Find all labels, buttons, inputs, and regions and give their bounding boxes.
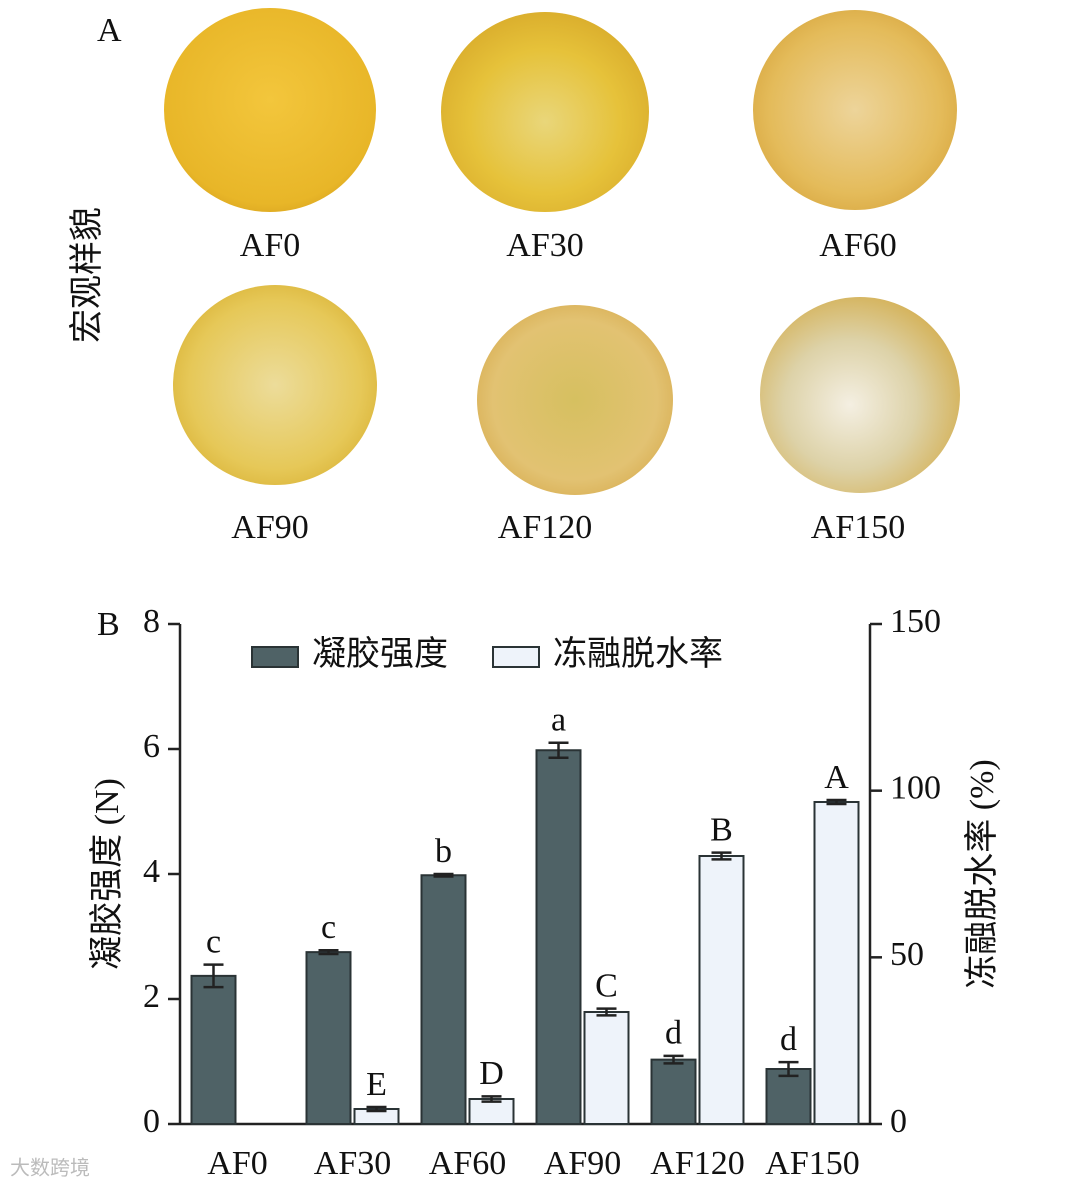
legend-label: 凝胶强度	[312, 635, 448, 673]
bar	[650, 1058, 697, 1125]
bar	[420, 874, 467, 1125]
watermark: 大数跨境	[10, 1157, 90, 1180]
y-axis-label: 凝胶强度 (N)	[88, 778, 126, 970]
bar	[583, 1011, 630, 1125]
significance-letter: a	[551, 702, 566, 739]
y-tick-label: 0	[143, 1103, 160, 1140]
significance-letter: A	[824, 759, 849, 796]
significance-letter: c	[321, 909, 336, 946]
y2-tick-label: 150	[890, 603, 941, 640]
sample-label: AF120	[498, 509, 592, 546]
error-bar	[548, 741, 569, 759]
x-tick-label: AF60	[429, 1145, 506, 1182]
y-tick-label: 4	[143, 853, 160, 890]
sample-label: AF60	[819, 227, 896, 264]
x-tick-label: AF90	[544, 1145, 621, 1182]
error-bar	[481, 1095, 502, 1103]
y2-tick-label: 0	[890, 1103, 907, 1140]
bar	[468, 1098, 515, 1125]
error-bar	[826, 798, 847, 806]
error-bar	[663, 1054, 684, 1065]
significance-letter: d	[780, 1021, 797, 1058]
error-bar	[596, 1007, 617, 1017]
sample-label: AF150	[811, 509, 905, 546]
sample-photo	[441, 12, 649, 212]
y2-axis-label: 冻融脱水率 (%)	[963, 759, 1001, 988]
sample-photo	[477, 305, 673, 495]
sample-photo	[753, 10, 957, 210]
panel-label: A	[97, 12, 122, 49]
panel-a: A 宏观样貌 AF0 AF30 AF60 AF90 AF120 AF150	[68, 8, 960, 546]
significance-letter: c	[206, 923, 221, 960]
significance-letter: d	[665, 1015, 682, 1052]
sample-photo	[760, 297, 960, 493]
legend-swatch	[492, 646, 540, 668]
y-tick-label: 6	[143, 728, 160, 765]
error-bar	[778, 1060, 799, 1078]
y2-tick-label: 50	[890, 936, 924, 973]
bar	[305, 951, 352, 1125]
x-tick-label: AF120	[650, 1145, 744, 1182]
sample-label: AF30	[506, 227, 583, 264]
x-tick-label: AF0	[207, 1145, 267, 1182]
x-tick-label: AF150	[765, 1145, 859, 1182]
sample-photo	[173, 285, 377, 485]
y-tick-label: 8	[143, 603, 160, 640]
error-bar	[366, 1105, 387, 1113]
legend-swatch	[251, 646, 299, 668]
significance-letter: D	[479, 1055, 504, 1092]
y2-tick-label: 100	[890, 769, 941, 806]
panel-title: 宏观样貌	[68, 207, 106, 343]
y-tick-label: 2	[143, 978, 160, 1015]
bar	[813, 801, 860, 1125]
significance-letter: b	[435, 833, 452, 870]
error-bar	[711, 851, 732, 861]
error-bar	[203, 963, 224, 989]
significance-letter: E	[366, 1066, 387, 1103]
bar	[698, 855, 745, 1125]
x-tick-label: AF30	[314, 1145, 391, 1182]
bar	[765, 1068, 812, 1125]
panel-label: B	[97, 606, 120, 643]
bar	[535, 749, 582, 1125]
significance-letter: C	[595, 967, 618, 1004]
significance-letter: B	[710, 811, 733, 848]
error-bar	[433, 872, 454, 878]
sample-label: AF0	[240, 227, 300, 264]
error-bar	[318, 949, 339, 956]
legend-label: 冻融脱水率	[553, 635, 723, 673]
bar	[190, 974, 237, 1125]
sample-photo	[164, 8, 376, 212]
sample-label: AF90	[231, 509, 308, 546]
